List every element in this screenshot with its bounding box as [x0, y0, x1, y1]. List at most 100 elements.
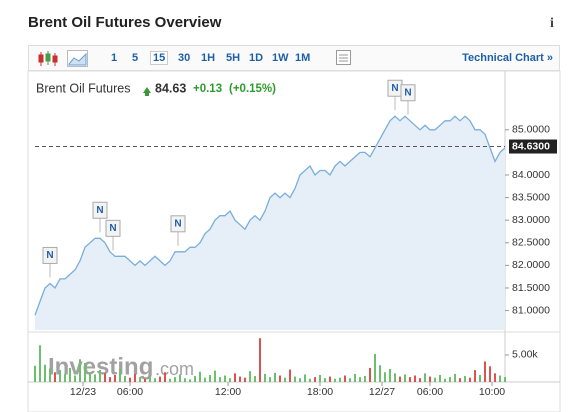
- settings-icon[interactable]: [336, 50, 352, 66]
- volume-bar: [194, 376, 196, 382]
- volume-bar: [504, 377, 506, 382]
- y-tick-label: 81.5000: [512, 282, 550, 294]
- interval-button[interactable]: 5: [132, 52, 139, 64]
- volume-bar: [414, 375, 416, 382]
- volume-bar: [404, 374, 406, 382]
- volume-bar: [409, 377, 411, 382]
- volume-bar: [429, 376, 431, 382]
- volume-bar: [354, 373, 356, 382]
- volume-bar: [119, 369, 121, 382]
- volume-bar: [209, 374, 211, 382]
- toolbar: Technical Chart » 1 5 15 30 1H 5H 1D 1W 1M: [28, 45, 560, 71]
- volume-bar: [489, 366, 491, 382]
- volume-bar: [304, 374, 306, 382]
- volume-bar: [114, 374, 116, 382]
- interval-button[interactable]: 1M: [295, 52, 311, 64]
- volume-bar: [309, 378, 311, 382]
- volume-bar: [349, 378, 351, 382]
- volume-bar: [339, 377, 341, 382]
- interval-button[interactable]: 30: [178, 52, 191, 64]
- interval-button[interactable]: 1W: [272, 52, 289, 64]
- volume-bar: [64, 373, 66, 382]
- interval-button[interactable]: 15: [150, 51, 169, 65]
- volume-bar: [99, 370, 101, 382]
- volume-bar: [279, 375, 281, 382]
- volume-bar: [134, 373, 136, 382]
- volume-bar: [359, 377, 361, 382]
- news-flag: [92, 201, 108, 219]
- volume-bar: [324, 378, 326, 382]
- volume-bar: [74, 375, 76, 382]
- volume-bar: [54, 372, 56, 382]
- volume-bar: [444, 378, 446, 382]
- volume-bar: [259, 338, 261, 382]
- x-tick-label: 06:00: [417, 386, 443, 398]
- volume-bar: [39, 345, 41, 382]
- price-area: [35, 116, 505, 330]
- volume-bar: [229, 378, 231, 382]
- watermark-suffix: .com: [155, 359, 194, 379]
- volume-bar: [149, 375, 151, 382]
- volume-bar: [169, 378, 171, 382]
- legend-change: +0.13: [193, 83, 222, 95]
- y-tick-label: 81.0000: [512, 304, 550, 316]
- news-flag-label: N: [109, 223, 116, 234]
- volume-bar: [494, 373, 496, 382]
- volume-bar: [389, 369, 391, 382]
- volume-bar: [129, 377, 131, 382]
- volume-bar: [159, 376, 161, 382]
- volume-bar: [59, 370, 61, 382]
- volume-bar: [474, 370, 476, 382]
- volume-bar: [424, 373, 426, 382]
- volume-bar: [239, 376, 241, 382]
- interval-button[interactable]: 5H: [226, 52, 241, 64]
- y-tick-label: 85.0000: [512, 124, 550, 136]
- volume-bar: [219, 377, 221, 382]
- volume-bar: [204, 377, 206, 382]
- volume-bar: [174, 377, 176, 382]
- price-line: [34, 115, 506, 316]
- volume-bar: [299, 378, 301, 382]
- volume-bar: [179, 374, 181, 382]
- volume-bar: [109, 377, 111, 382]
- x-tick-label: 18:00: [307, 386, 333, 398]
- candle-icon[interactable]: [37, 49, 59, 69]
- volume-bar: [329, 376, 331, 382]
- volume-bar: [384, 372, 386, 382]
- x-tick-label: 12/27: [369, 386, 395, 398]
- news-flag-label: N: [46, 250, 53, 261]
- volume-tick-label: 5.00k: [512, 349, 538, 361]
- legend-percent: (+0.15%): [229, 83, 276, 95]
- x-tick-label: 12:00: [215, 386, 241, 398]
- interval-button[interactable]: 1: [111, 52, 118, 64]
- chart-frame: [27, 70, 561, 412]
- technical-chart-link[interactable]: Technical Chart »: [462, 52, 553, 64]
- volume-bar: [284, 377, 286, 382]
- volume-bar: [314, 377, 316, 382]
- volume-bar: [94, 374, 96, 382]
- news-flag: [400, 84, 416, 102]
- volume-bar: [139, 377, 141, 382]
- info-button[interactable]: i: [550, 16, 554, 31]
- volume-bar: [89, 372, 91, 382]
- volume-bar: [419, 378, 421, 382]
- legend-last: 84.63: [155, 81, 186, 95]
- volume-bar: [44, 364, 46, 382]
- volume-bar: [469, 377, 471, 382]
- current-price-box: [509, 139, 557, 154]
- news-flag: [387, 79, 403, 97]
- volume-bar: [124, 376, 126, 382]
- volume-bar: [214, 370, 216, 382]
- volume-bar: [104, 373, 106, 382]
- up-arrow: [143, 87, 151, 96]
- news-flag-label: N: [391, 83, 398, 94]
- volume-bar: [274, 372, 276, 382]
- volume-bar: [399, 376, 401, 382]
- area-icon[interactable]: [67, 50, 89, 68]
- volume-bar: [289, 369, 291, 382]
- volume-bar: [439, 374, 441, 382]
- interval-button[interactable]: 1D: [249, 52, 264, 64]
- volume-bar: [154, 378, 156, 382]
- interval-button[interactable]: 1H: [201, 52, 216, 64]
